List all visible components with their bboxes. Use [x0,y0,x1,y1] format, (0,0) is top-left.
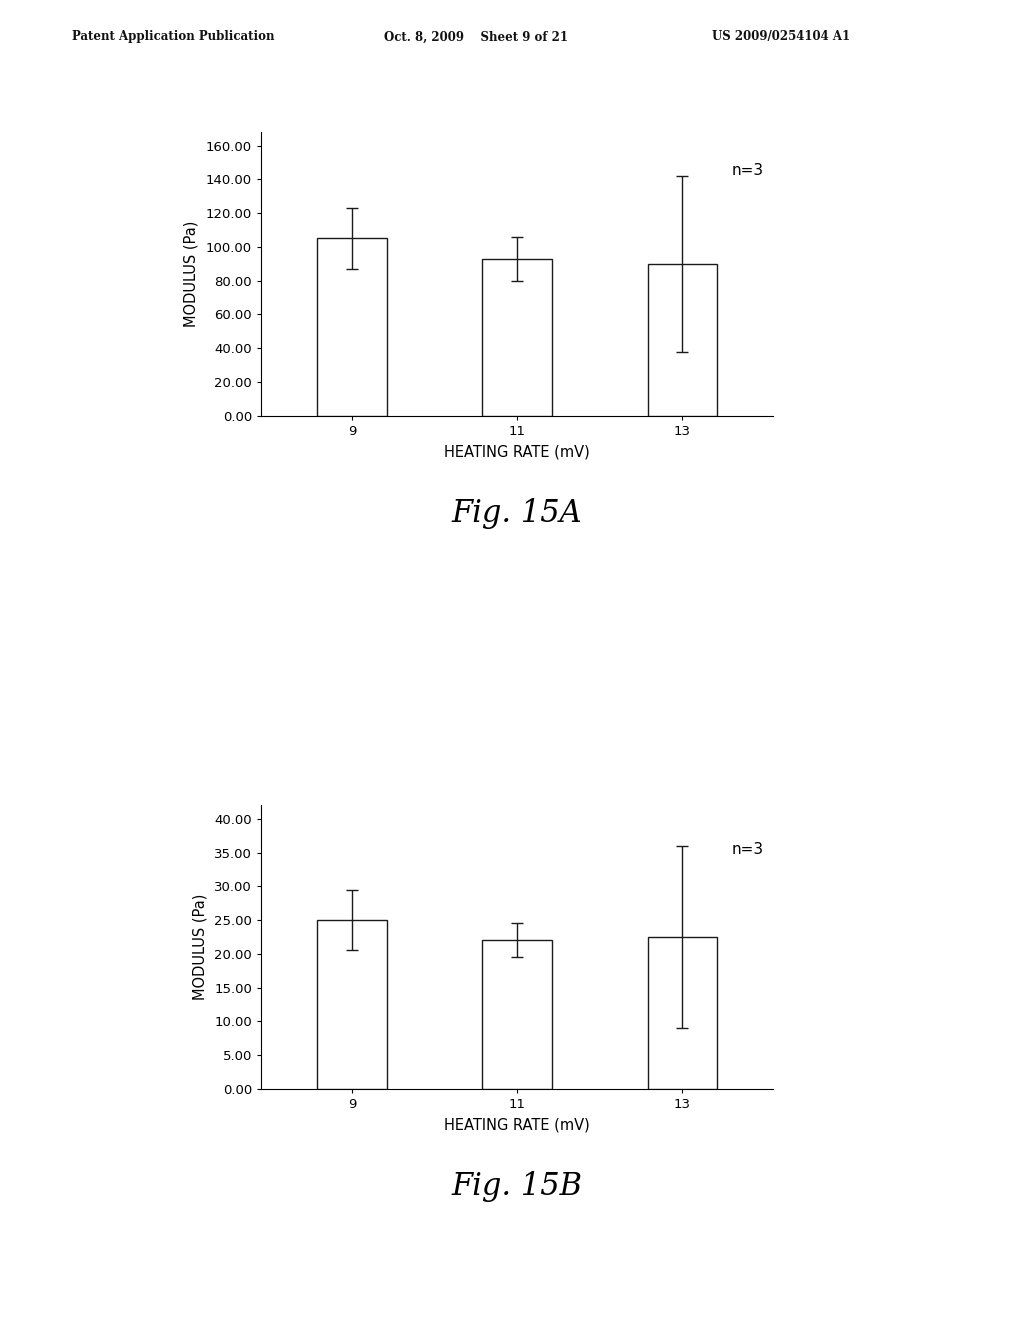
X-axis label: HEATING RATE (mV): HEATING RATE (mV) [444,1118,590,1133]
Bar [482,940,552,1089]
Bar [317,920,387,1089]
Y-axis label: MODULUS (Pa): MODULUS (Pa) [193,894,207,1001]
Bar [482,259,552,416]
Bar [647,937,717,1089]
X-axis label: HEATING RATE (mV): HEATING RATE (mV) [444,445,590,459]
Bar [647,264,717,416]
Text: Patent Application Publication: Patent Application Publication [72,30,274,44]
Text: n=3: n=3 [732,842,764,857]
Y-axis label: MODULUS (Pa): MODULUS (Pa) [184,220,199,327]
Text: n=3: n=3 [732,162,764,178]
Text: Fig. 15A: Fig. 15A [452,498,583,528]
Text: Fig. 15B: Fig. 15B [452,1171,583,1201]
Text: Oct. 8, 2009    Sheet 9 of 21: Oct. 8, 2009 Sheet 9 of 21 [384,30,568,44]
Text: US 2009/0254104 A1: US 2009/0254104 A1 [712,30,850,44]
Bar [317,239,387,416]
